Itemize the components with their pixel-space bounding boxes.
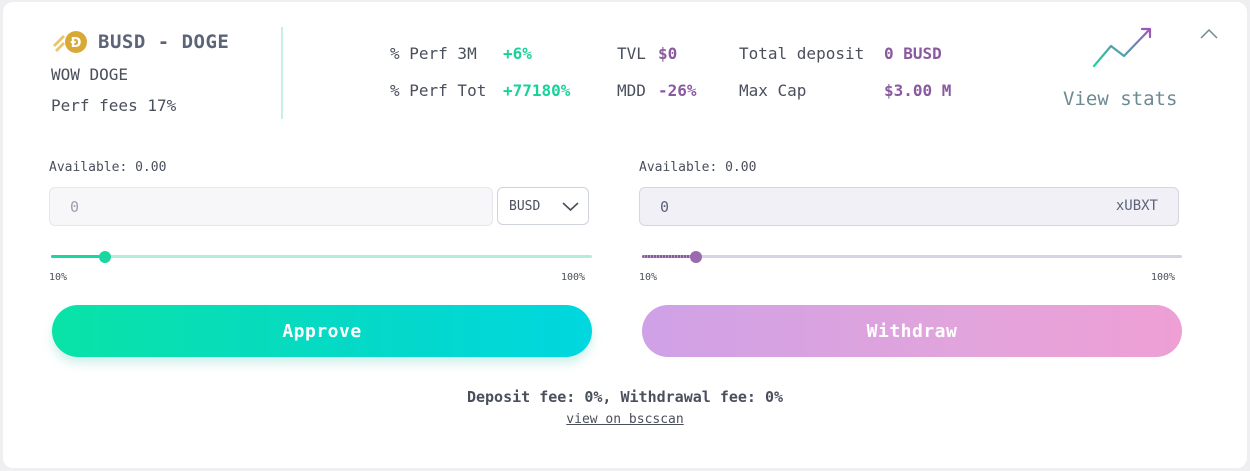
pair-title: BUSD - DOGE	[98, 31, 230, 53]
trend-up-icon[interactable]	[1091, 26, 1155, 70]
header-divider	[281, 27, 283, 119]
chevron-down-icon	[562, 202, 579, 212]
svg-text:Ð: Ð	[71, 36, 82, 51]
mdd-label: MDD	[617, 81, 646, 100]
withdraw-amount-value: 0	[660, 197, 670, 216]
mdd-value: -26%	[658, 81, 697, 100]
deposit-amount-placeholder: 0	[70, 197, 80, 216]
deposit-slider-max: 100%	[561, 272, 586, 283]
withdraw-slider-fill	[642, 255, 696, 258]
total-deposit-label: Total deposit	[739, 44, 865, 63]
perf-fees: Perf fees 17%	[51, 96, 177, 115]
tvl-value: $0	[658, 44, 678, 63]
withdraw-token-label: xUBXT	[1115, 198, 1158, 214]
perf-3m-value: +6%	[503, 44, 532, 63]
perf-tot-value: +77180%	[503, 81, 571, 100]
max-cap-label: Max Cap	[739, 81, 807, 100]
deposit-available: Available: 0.00	[49, 160, 167, 175]
deposit-slider-min: 10%	[49, 272, 68, 283]
deposit-token-label: BUSD	[509, 198, 541, 214]
withdraw-slider-track[interactable]	[642, 255, 1182, 258]
withdraw-slider-max: 100%	[1151, 272, 1176, 283]
deposit-amount-input[interactable]: 0	[49, 187, 493, 226]
approve-button[interactable]: Approve	[52, 305, 592, 357]
max-cap-value: $3.00 M	[884, 81, 952, 100]
withdraw-slider-thumb[interactable]	[690, 251, 702, 263]
view-stats-link[interactable]: View stats	[1063, 88, 1178, 110]
fee-summary: Deposit fee: 0%, Withdrawal fee: 0%	[466, 388, 784, 406]
deposit-token-select[interactable]: BUSD	[497, 187, 589, 225]
perf-3m-label: % Perf 3M	[390, 44, 477, 63]
vault-name: WOW DOGE	[51, 65, 129, 84]
withdraw-amount-input[interactable]: 0 xUBXT	[639, 187, 1179, 226]
deposit-slider-track[interactable]	[51, 255, 592, 258]
bscscan-link[interactable]: view on bscscan	[566, 412, 684, 427]
deposit-slider-thumb[interactable]	[99, 251, 112, 263]
deposit-slider-fill	[51, 255, 106, 258]
withdraw-slider-min: 10%	[639, 272, 658, 283]
bscscan-link-row: view on bscscan	[3, 412, 1247, 427]
doge-coin-icon: Ð	[53, 31, 87, 53]
perf-tot-label: % Perf Tot	[390, 81, 487, 100]
total-deposit-value: 0 BUSD	[884, 44, 942, 63]
chevron-up-icon[interactable]	[1199, 28, 1219, 40]
withdraw-button[interactable]: Withdraw	[642, 305, 1182, 357]
vault-card: Ð BUSD - DOGE WOW DOGE Perf fees 17% % P…	[3, 2, 1247, 468]
withdraw-available: Available: 0.00	[639, 160, 757, 175]
tvl-label: TVL	[617, 44, 646, 63]
